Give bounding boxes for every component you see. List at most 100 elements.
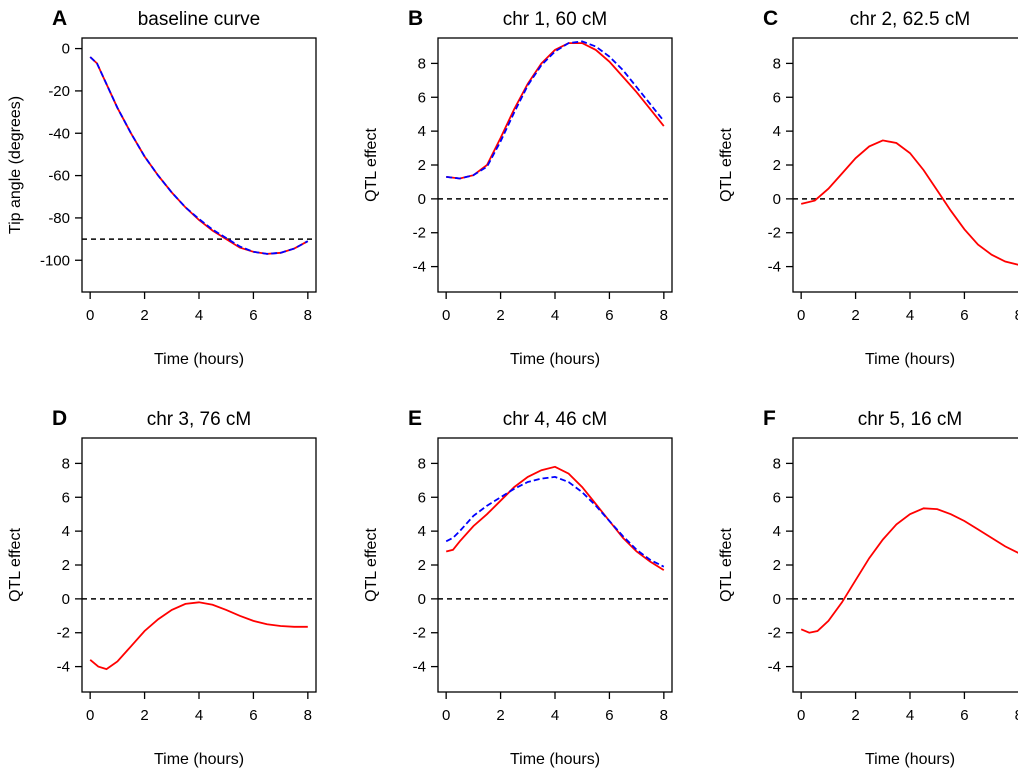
y-tick-label: 6 (418, 489, 426, 506)
y-tick-label: 6 (773, 89, 781, 106)
x-tick-label: 8 (660, 707, 668, 724)
y-tick-label: -4 (413, 659, 426, 676)
x-axis-label: Time (hours) (510, 751, 600, 768)
y-tick-label: 8 (773, 55, 781, 72)
x-tick-label: 2 (496, 307, 504, 324)
x-tick-label: 6 (605, 307, 613, 324)
y-tick-label: 0 (62, 591, 70, 608)
y-axis-label: QTL effect (718, 528, 735, 602)
y-tick-label: 0 (773, 191, 781, 208)
x-tick-label: 4 (551, 707, 559, 724)
y-axis-label: Tip angle (degrees) (7, 96, 24, 234)
y-tick-label: -4 (413, 259, 426, 276)
x-tick-label: 0 (442, 707, 450, 724)
y-tick-label: 8 (62, 455, 70, 472)
panel-letter: E (408, 407, 422, 430)
x-axis-label: Time (hours) (154, 751, 244, 768)
x-tick-label: 2 (140, 307, 148, 324)
x-tick-label: 6 (605, 707, 613, 724)
y-tick-label: 2 (418, 157, 426, 174)
series-line-red (445, 465, 665, 571)
x-tick-label: 6 (249, 307, 257, 324)
y-tick-label: -20 (48, 83, 70, 100)
y-tick-label: 4 (418, 123, 426, 140)
series-group (89, 56, 309, 255)
x-tick-label: 0 (86, 307, 94, 324)
y-tick-label: -80 (48, 210, 70, 227)
series-group (800, 507, 1018, 634)
y-tick-label: 4 (773, 523, 781, 540)
y-tick-label: 6 (418, 89, 426, 106)
x-axis-label: Time (hours) (510, 351, 600, 368)
x-tick-label: 6 (249, 707, 257, 724)
plot-frame (792, 37, 1018, 293)
y-tick-label: 2 (62, 557, 70, 574)
x-tick-label: 0 (797, 307, 805, 324)
x-tick-label: 2 (851, 707, 859, 724)
series-line-red (800, 139, 1018, 266)
y-tick-label: 2 (418, 557, 426, 574)
x-tick-label: 8 (304, 307, 312, 324)
x-axis-label: Time (hours) (154, 351, 244, 368)
y-tick-label: 0 (62, 41, 70, 58)
y-tick-label: -2 (768, 625, 781, 642)
x-tick-label: 8 (1015, 307, 1018, 324)
y-tick-label: 8 (418, 455, 426, 472)
series-line-red (89, 56, 309, 255)
y-tick-label: 0 (773, 591, 781, 608)
x-tick-label: 0 (442, 307, 450, 324)
x-tick-label: 4 (195, 707, 203, 724)
y-axis-label: QTL effect (363, 528, 380, 602)
chart-title: chr 4, 46 cM (503, 409, 608, 430)
plot-frame (81, 37, 317, 293)
y-tick-label: -4 (768, 659, 781, 676)
x-tick-label: 4 (195, 307, 203, 324)
y-tick-label: 2 (773, 157, 781, 174)
y-tick-label: -4 (768, 259, 781, 276)
y-tick-label: 6 (773, 489, 781, 506)
y-tick-label: -2 (57, 625, 70, 642)
x-tick-label: 4 (906, 707, 914, 724)
x-tick-label: 8 (1015, 707, 1018, 724)
x-tick-label: 2 (851, 307, 859, 324)
panel-letter: B (408, 7, 423, 30)
y-tick-label: -60 (48, 168, 70, 185)
y-tick-label: -40 (48, 125, 70, 142)
y-tick-label: 6 (62, 489, 70, 506)
x-tick-label: 4 (906, 307, 914, 324)
y-tick-label: -2 (768, 225, 781, 242)
x-tick-label: 6 (960, 707, 968, 724)
y-tick-label: 4 (62, 523, 70, 540)
y-axis-label: QTL effect (363, 128, 380, 202)
series-line-blue-dashed (446, 40, 665, 180)
series-line-red (800, 507, 1018, 634)
series-line-blue-dashed (89, 56, 309, 255)
y-axis-label: QTL effect (7, 528, 24, 602)
x-tick-label: 2 (496, 707, 504, 724)
series-group (446, 40, 665, 180)
x-tick-label: 0 (797, 707, 805, 724)
y-tick-label: 0 (418, 191, 426, 208)
chart-title: chr 1, 60 cM (503, 9, 608, 30)
y-tick-label: 8 (773, 455, 781, 472)
x-tick-label: 2 (140, 707, 148, 724)
x-tick-label: 4 (551, 307, 559, 324)
chart-title: chr 2, 62.5 cM (850, 9, 970, 30)
y-tick-label: 4 (418, 523, 426, 540)
x-tick-label: 8 (660, 307, 668, 324)
y-tick-label: -2 (413, 225, 426, 242)
panel-letter: C (763, 7, 778, 30)
y-tick-label: 4 (773, 123, 781, 140)
series-line-blue-dashed (445, 475, 665, 568)
chart-title: baseline curve (138, 9, 261, 30)
series-group (445, 465, 665, 571)
y-tick-label: -100 (40, 252, 70, 269)
y-tick-label: -2 (413, 625, 426, 642)
x-tick-label: 8 (304, 707, 312, 724)
y-tick-label: -4 (57, 659, 70, 676)
